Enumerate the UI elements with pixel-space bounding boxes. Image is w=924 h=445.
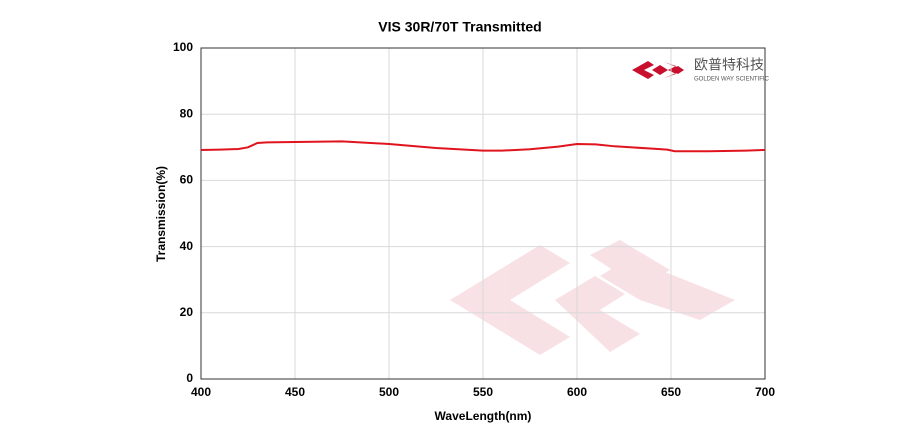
y-tick-label: 0 bbox=[186, 371, 193, 385]
data-line bbox=[200, 140, 766, 153]
x-tick-label: 550 bbox=[473, 385, 493, 399]
logo-tagline: GOLDEN WAY SCIENTIFIC bbox=[694, 77, 770, 83]
chart-title: VIS 30R/70T Transmitted bbox=[378, 19, 541, 35]
logo-name: 欧普特科技 bbox=[694, 57, 764, 73]
watermark bbox=[450, 240, 735, 355]
y-tick-label: 100 bbox=[173, 40, 193, 54]
x-tick-label: 600 bbox=[567, 385, 587, 399]
x-tick-label: 450 bbox=[285, 385, 305, 399]
x-tick-label: 650 bbox=[661, 385, 681, 399]
y-tick-label: 60 bbox=[180, 173, 194, 187]
x-tick-label: 500 bbox=[379, 385, 399, 399]
y-tick-label: 80 bbox=[180, 106, 194, 120]
y-axis-label: Transmission(%) bbox=[154, 166, 168, 262]
y-tick-label: 40 bbox=[180, 239, 194, 253]
logo-icon bbox=[632, 61, 684, 79]
y-tick-label: 20 bbox=[180, 305, 194, 319]
x-tick-label: 400 bbox=[191, 385, 211, 399]
plot-frame bbox=[200, 47, 766, 380]
x-tick-label: 700 bbox=[755, 385, 775, 399]
x-axis-label: WaveLength(nm) bbox=[435, 409, 532, 423]
